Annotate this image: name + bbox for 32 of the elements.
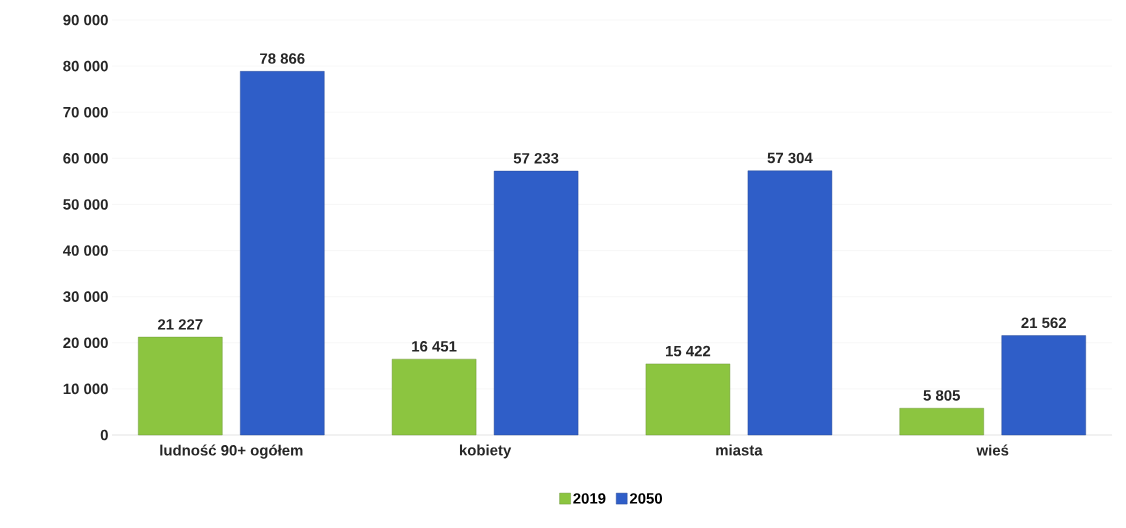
y-tick-label: 40 000 — [62, 245, 108, 256]
x-tick-label: ludność 90+ ogółem — [160, 444, 303, 459]
data-label: 21 227 — [157, 319, 203, 330]
data-label: 16 451 — [412, 341, 457, 352]
legend-label: 2050 — [629, 493, 663, 504]
y-tick-label: 30 000 — [63, 291, 108, 302]
bar — [391, 358, 477, 436]
y-tick-label: 50 000 — [63, 199, 108, 210]
x-tick-label: miasta — [716, 444, 763, 456]
y-tick-label: 20 000 — [63, 337, 108, 349]
bar — [899, 408, 984, 436]
legend-label: 2019 — [573, 493, 606, 504]
y-tick-label: 60 000 — [63, 153, 108, 164]
bar — [1001, 335, 1086, 436]
x-tick-label: wieś — [976, 444, 1009, 456]
y-tick-label: 70 000 — [63, 106, 108, 118]
y-tick-label: 80 000 — [63, 60, 108, 72]
data-label: 21 562 — [1021, 317, 1066, 329]
bar — [747, 170, 833, 436]
bar — [493, 170, 579, 436]
data-label: 15 422 — [666, 345, 711, 357]
y-tick-label: 90 000 — [63, 14, 108, 26]
data-label: 5 805 — [923, 390, 960, 401]
data-label: 57 233 — [513, 152, 559, 164]
data-label: 57 304 — [767, 152, 813, 164]
bar — [645, 363, 731, 436]
bar — [138, 336, 223, 436]
x-tick-label: kobiety — [459, 444, 512, 459]
y-tick-label: 10 000 — [63, 383, 108, 395]
y-tick-label: 0 — [100, 429, 108, 441]
data-label: 78 866 — [260, 53, 305, 64]
bar — [240, 71, 325, 436]
